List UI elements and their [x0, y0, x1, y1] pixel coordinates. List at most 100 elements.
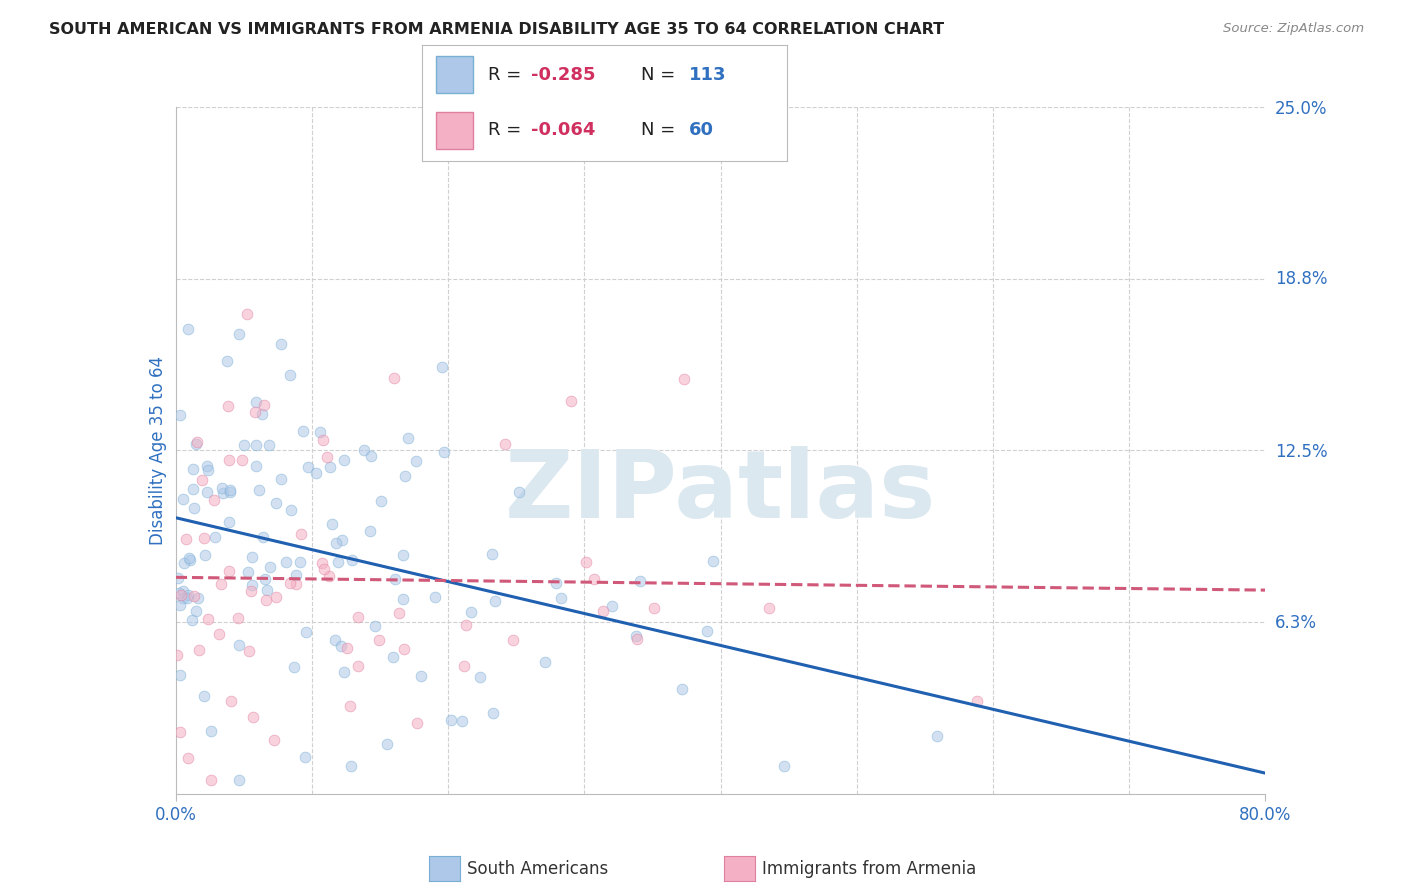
Point [353, 443, 375, 458]
Point [502, 632, 524, 647]
Point [388, 606, 411, 620]
Point [318, 569, 340, 583]
Point [297, 460, 319, 475]
Point [470, 670, 492, 684]
Point [360, 449, 382, 463]
Point [325, 536, 347, 550]
Point [247, 483, 270, 497]
Point [291, 424, 314, 438]
Point [484, 594, 506, 608]
Point [451, 714, 474, 728]
Point [319, 459, 342, 474]
Point [181, 462, 204, 476]
Text: SOUTH AMERICAN VS IMMIGRANTS FROM ARMENIA DISABILITY AGE 35 TO 64 CORRELATION CH: SOUTH AMERICAN VS IMMIGRANTS FROM ARMENI… [49, 22, 945, 37]
Point [218, 564, 240, 578]
Point [333, 665, 356, 680]
Point [305, 466, 328, 480]
Point [546, 576, 568, 591]
Text: Source: ZipAtlas.com: Source: ZipAtlas.com [1223, 22, 1364, 36]
Point [600, 599, 623, 613]
Point [534, 656, 557, 670]
Point [232, 438, 254, 452]
Point [575, 555, 598, 569]
Text: N =: N = [641, 66, 681, 84]
Point [582, 572, 605, 586]
Point [219, 483, 242, 497]
Point [696, 624, 718, 638]
Text: N =: N = [641, 121, 681, 139]
Point [368, 632, 391, 647]
Point [264, 496, 287, 510]
Point [560, 394, 582, 409]
Point [263, 733, 285, 747]
Point [482, 706, 505, 720]
Point [202, 492, 225, 507]
Point [347, 659, 370, 673]
Point [381, 649, 404, 664]
Point [592, 604, 614, 618]
Point [228, 639, 250, 653]
Point [218, 453, 240, 467]
Point [194, 548, 217, 562]
Point [197, 463, 219, 477]
Point [312, 562, 335, 576]
Point [392, 549, 415, 563]
Point [264, 590, 287, 604]
Point [193, 689, 215, 703]
Point [208, 627, 231, 641]
Bar [436, 112, 472, 149]
Point [228, 773, 250, 788]
Point [326, 555, 349, 569]
Point [270, 472, 292, 486]
Point [339, 699, 361, 714]
Point [167, 586, 190, 600]
Point [183, 589, 205, 603]
Point [643, 601, 665, 615]
Point [245, 395, 267, 409]
Text: -0.064: -0.064 [531, 121, 596, 139]
Point [179, 553, 201, 567]
Point [190, 474, 212, 488]
Point [170, 588, 193, 602]
Point [494, 437, 516, 451]
Point [200, 724, 222, 739]
Point [200, 773, 222, 788]
Text: Immigrants from Armenia: Immigrants from Armenia [762, 860, 976, 878]
Point [218, 515, 240, 529]
Point [218, 485, 240, 500]
Point [377, 738, 399, 752]
Point [177, 751, 200, 765]
Point [453, 659, 475, 673]
Point [433, 445, 456, 459]
Point [363, 618, 385, 632]
Point [253, 572, 276, 586]
Point [257, 438, 280, 452]
Point [283, 659, 305, 673]
Point [295, 625, 318, 640]
Point [181, 613, 204, 627]
Point [195, 458, 218, 473]
Text: 60: 60 [689, 121, 714, 139]
Point [460, 605, 482, 619]
Point [186, 434, 208, 449]
Point [278, 576, 301, 591]
Point [626, 629, 648, 643]
Point [925, 729, 948, 743]
Point [172, 591, 194, 605]
Point [288, 555, 311, 569]
Point [242, 578, 264, 592]
Point [454, 617, 477, 632]
Point [392, 641, 415, 656]
Point [226, 611, 249, 625]
Point [169, 599, 191, 613]
Point [183, 501, 205, 516]
Point [626, 632, 648, 647]
Point [177, 322, 200, 336]
Point [409, 668, 432, 682]
Point [172, 491, 194, 506]
Point [384, 573, 406, 587]
Point [550, 591, 572, 605]
Point [758, 600, 780, 615]
Point [406, 715, 429, 730]
Point [276, 555, 298, 569]
